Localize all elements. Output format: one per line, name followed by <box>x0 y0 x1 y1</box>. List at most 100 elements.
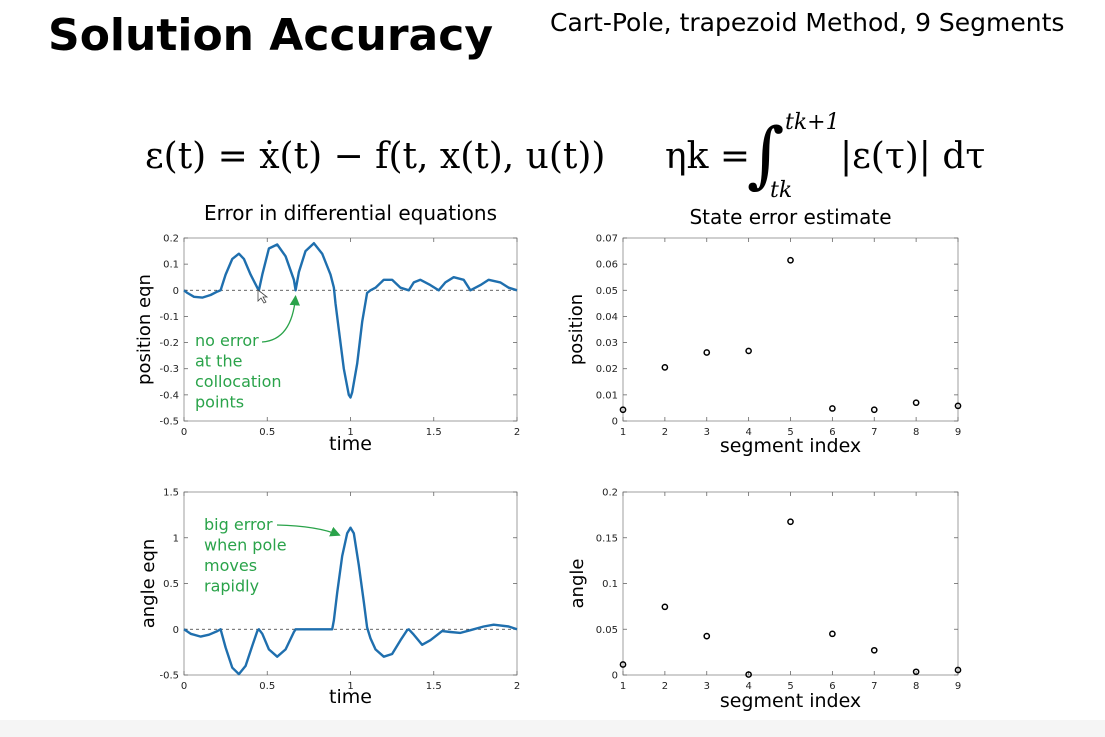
data-point <box>703 632 711 640</box>
series-line <box>183 526 518 676</box>
x-tick-label: 2 <box>514 681 520 692</box>
x-tick-label: 0 <box>181 681 187 692</box>
x-tick-label: 1.5 <box>426 427 442 438</box>
annotation-arrow <box>276 524 341 537</box>
y-tick-label: 0.07 <box>596 234 618 245</box>
x-tick-label: 3 <box>704 681 710 692</box>
y-tick-label: 0 <box>612 671 618 682</box>
x-tick-label: 1 <box>620 681 626 692</box>
x-tick-label: 7 <box>871 681 877 692</box>
y-tick-label: 0 <box>173 625 179 636</box>
y-axis-label: position eqn <box>134 274 155 385</box>
y-tick-label: 0 <box>173 286 179 297</box>
y-tick-label: 0.15 <box>596 533 618 544</box>
data-point <box>619 661 627 668</box>
chart-pos-eqn: 0 0.5 1 1.5 2 -0.5 -0.4 -0.3 -0.2 -0.1 0 0.1 0.2 Erro… <box>134 201 520 455</box>
data-point <box>619 406 627 414</box>
y-tick-label: 0.01 <box>596 390 618 401</box>
y-tick-label: 0.03 <box>596 338 618 349</box>
x-tick-label: 7 <box>871 427 877 438</box>
annotation-text: at the <box>195 352 242 371</box>
x-tick-label: 3 <box>704 427 710 438</box>
integral-upper-limit: tk+1 <box>785 110 840 135</box>
x-axis-label: time <box>329 433 372 455</box>
annotation-text: no error <box>195 331 259 350</box>
x-tick-label: 1 <box>347 427 353 438</box>
y-tick-label: 0.02 <box>596 364 618 375</box>
x-tick-label: 1.5 <box>426 681 442 692</box>
integral-sign: ∫ <box>747 112 785 196</box>
page-title: Solution Accuracy <box>48 10 494 61</box>
y-tick-label: 0.04 <box>596 312 618 323</box>
y-tick-label: -0.4 <box>159 390 179 401</box>
data-point <box>661 603 669 611</box>
x-axis-label: time <box>329 686 372 708</box>
y-tick-label: 0.1 <box>602 579 618 590</box>
y-tick-label: 0.5 <box>163 579 179 590</box>
plot-frame <box>622 237 959 422</box>
x-tick-label: 0.5 <box>259 427 275 438</box>
mouse-cursor-icon <box>257 289 269 304</box>
y-tick-label: 0.1 <box>163 260 179 271</box>
annotation-text: collocation <box>195 372 282 391</box>
y-tick-label: 1.5 <box>163 488 179 499</box>
x-tick-label: 2 <box>662 681 668 692</box>
data-point <box>912 399 920 407</box>
data-point <box>703 349 711 356</box>
data-point <box>829 630 836 638</box>
annotation-arrow <box>261 294 300 343</box>
y-tick-label: -0.1 <box>159 312 179 323</box>
error-equation: ε(t) = ẋ(t) − f(t, x(t), u(t)) <box>145 136 606 177</box>
y-tick-label: 0.06 <box>596 260 618 271</box>
x-tick-label: 4 <box>745 427 751 438</box>
y-tick-label: 1 <box>173 533 179 544</box>
data-point <box>870 646 878 654</box>
x-tick-label: 1 <box>620 427 626 438</box>
data-point <box>870 406 878 414</box>
annotation-text: when pole <box>204 536 287 555</box>
x-tick-label: 4 <box>745 681 751 692</box>
y-axis-label: angle eqn <box>138 539 159 629</box>
x-tick-label: 9 <box>955 427 961 438</box>
x-tick-label: 6 <box>829 427 835 438</box>
data-point <box>745 671 752 678</box>
data-point <box>745 347 752 355</box>
x-tick-label: 8 <box>913 681 919 692</box>
footer-bar <box>0 720 1105 737</box>
y-tick-label: -0.5 <box>159 417 179 428</box>
x-tick-label: 2 <box>662 427 668 438</box>
x-tick-label: 9 <box>955 681 961 692</box>
chart-title: Error in differential equations <box>204 201 497 225</box>
chart-pos-err: 1 2 3 4 5 6 7 8 9 0 0.01 0.02 0.03 0.04 0.05 0.06 0.07 St… <box>566 205 962 457</box>
y-axis-label: angle <box>567 559 588 609</box>
x-axis-label: segment index <box>720 435 861 457</box>
annotation-text: rapidly <box>204 577 259 596</box>
y-axis-label: position <box>566 294 587 365</box>
x-tick-label: 5 <box>787 427 793 438</box>
integral-lower-limit: tk <box>770 178 793 203</box>
data-point <box>954 402 962 410</box>
annotation-text: big error <box>204 515 273 534</box>
eta-rhs: |ε(τ)| dτ <box>840 136 986 177</box>
x-tick-label: 6 <box>829 681 835 692</box>
series-line <box>183 242 518 399</box>
y-tick-label: 0.05 <box>596 625 618 636</box>
x-tick-label: 0.5 <box>259 681 275 692</box>
x-tick-label: 2 <box>514 427 520 438</box>
x-tick-label: 8 <box>913 427 919 438</box>
x-tick-label: 0 <box>181 427 187 438</box>
annotation-text: points <box>195 393 244 412</box>
x-tick-label: 1 <box>347 681 353 692</box>
data-point <box>661 364 669 371</box>
data-point <box>912 668 920 676</box>
y-tick-label: -0.2 <box>159 338 179 349</box>
eta-lhs: ηk = <box>665 136 750 177</box>
chart-ang-err: 1 2 3 4 5 6 7 8 9 0 0.05 0.1 0.15 0.2 segment index ang… <box>567 488 962 712</box>
data-point <box>787 256 794 264</box>
y-tick-label: 0.05 <box>596 286 618 297</box>
x-axis-label: segment index <box>720 690 861 712</box>
y-tick-label: 0 <box>612 417 618 428</box>
page-subtitle: Cart-Pole, trapezoid Method, 9 Segments <box>550 8 1065 37</box>
